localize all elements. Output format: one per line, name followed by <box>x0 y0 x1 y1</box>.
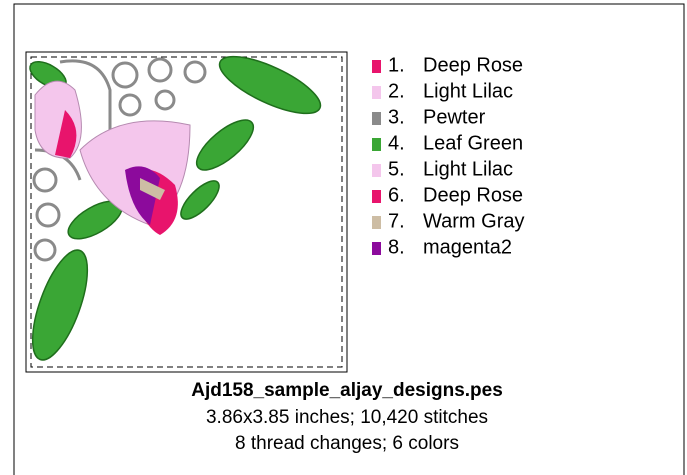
size-info: 3.86x3.85 inches; 10,420 stitches <box>206 407 488 428</box>
thread-name: Light Lilac <box>423 158 513 180</box>
thread-swatch <box>372 164 381 177</box>
thread-name: Deep Rose <box>423 54 523 76</box>
color-info: 8 thread changes; 6 colors <box>235 433 459 454</box>
thread-swatch <box>372 190 381 203</box>
thread-name: Warm Gray <box>423 210 524 232</box>
thread-number: 1. <box>388 54 405 76</box>
thread-name: Light Lilac <box>423 80 513 102</box>
thread-number: 8. <box>388 236 405 258</box>
thread-name: magenta2 <box>423 236 512 258</box>
thread-swatch <box>372 138 381 151</box>
thread-number: 6. <box>388 184 405 206</box>
thread-number: 2. <box>388 80 405 102</box>
thread-name: Leaf Green <box>423 132 523 154</box>
thread-name: Deep Rose <box>423 184 523 206</box>
thread-swatch <box>372 112 381 125</box>
frame <box>13 3 685 475</box>
thread-swatch <box>372 242 381 255</box>
thread-number: 4. <box>388 132 405 154</box>
thread-swatch <box>372 60 381 73</box>
thread-name: Pewter <box>423 106 486 128</box>
thread-swatch <box>372 86 381 99</box>
file-name: Ajd158_sample_aljay_designs.pes <box>191 380 503 401</box>
design-preview <box>25 51 348 373</box>
thread-number: 7. <box>388 210 405 232</box>
thread-number: 3. <box>388 106 405 128</box>
thread-number: 5. <box>388 158 405 180</box>
thread-swatch <box>372 216 381 229</box>
thread-list: 1. Deep Rose 2. Light Lilac 3. Pewter 4. Leaf G… <box>372 54 524 258</box>
